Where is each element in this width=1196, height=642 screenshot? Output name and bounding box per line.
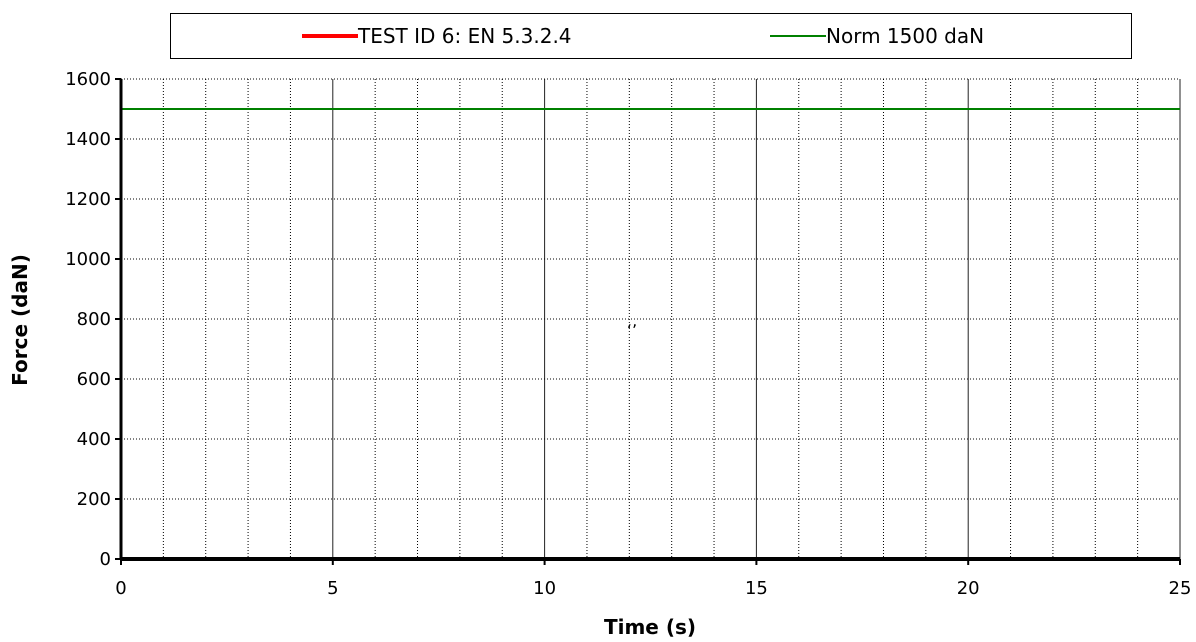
y-axis-title: Force (daN) — [8, 254, 32, 386]
x-tick-label: 10 — [533, 578, 556, 599]
y-tick-label: 0 — [100, 549, 111, 570]
y-tick-label: 600 — [77, 369, 111, 390]
axes — [115, 78, 1181, 565]
legend-label-test: TEST ID 6: EN 5.3.2.4 — [358, 24, 572, 48]
x-tick-label: 20 — [957, 578, 980, 599]
x-tick-label: 15 — [745, 578, 768, 599]
legend-swatch-test — [302, 34, 358, 38]
legend-item-test: TEST ID 6: EN 5.3.2.4 — [302, 14, 572, 58]
x-tick-label: 5 — [327, 578, 338, 599]
legend-swatch-norm — [770, 35, 826, 37]
legend-label-norm: Norm 1500 daN — [826, 24, 985, 48]
tick-labels: 0 200 400 600 800 1000 1200 1400 1600 0 5 10 15 20 25 — [65, 69, 1191, 599]
x-tick-label: 25 — [1169, 578, 1192, 599]
x-axis-title: Time (s) — [604, 615, 696, 639]
y-tick-label: 400 — [77, 429, 111, 450]
grid — [121, 78, 1181, 559]
y-tick-label: 200 — [77, 489, 111, 510]
y-tick-label: 1000 — [65, 249, 111, 270]
series-layer — [121, 108, 1180, 561]
x-tick-label: 0 — [115, 578, 126, 599]
y-tick-label: 800 — [77, 309, 111, 330]
y-tick-label: 1600 — [65, 69, 111, 90]
y-tick-label: 1400 — [65, 129, 111, 150]
y-tick-label: 1200 — [65, 189, 111, 210]
legend-item-norm: Norm 1500 daN — [770, 14, 984, 58]
legend: TEST ID 6: EN 5.3.2.4 Norm 1500 daN — [170, 13, 1132, 59]
stray-annotation: ʻʼ — [627, 321, 637, 340]
